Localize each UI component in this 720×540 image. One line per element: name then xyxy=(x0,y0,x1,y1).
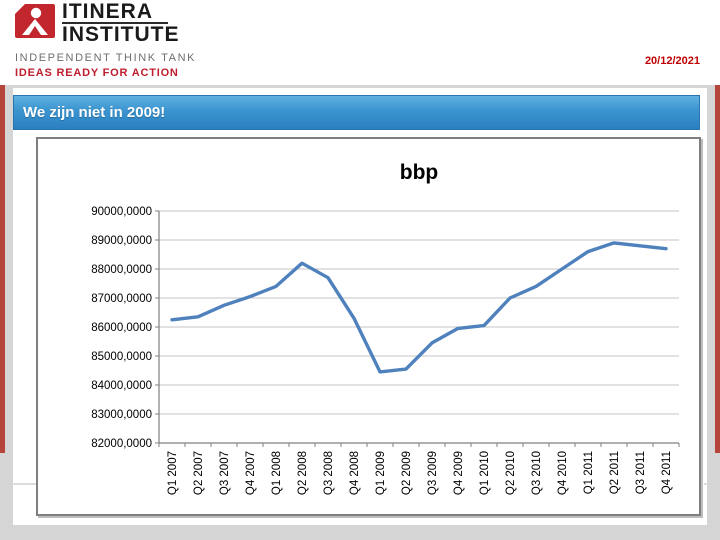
svg-text:Q1 2009: Q1 2009 xyxy=(375,451,387,495)
itinera-logo-icon xyxy=(15,4,55,38)
svg-text:Q1 2010: Q1 2010 xyxy=(479,451,491,495)
svg-text:Q2 2009: Q2 2009 xyxy=(401,451,413,495)
svg-text:Q4 2010: Q4 2010 xyxy=(557,451,569,495)
bbp-chart-svg: bbp 90000,0000 89000,0000 88000,0000 87000,0… xyxy=(91,161,680,495)
svg-text:Q2 2011: Q2 2011 xyxy=(609,451,621,494)
svg-text:84000,0000: 84000,0000 xyxy=(91,380,152,392)
svg-text:Q4 2008: Q4 2008 xyxy=(349,451,361,495)
svg-text:Q4 2011: Q4 2011 xyxy=(661,451,673,494)
slide-content: We zijn niet in 2009! bbp 90000,0000 89000… xyxy=(13,88,707,525)
svg-text:Q2 2007: Q2 2007 xyxy=(193,451,205,495)
svg-text:82000,0000: 82000,0000 xyxy=(91,438,152,450)
slide-edge-left xyxy=(0,85,5,453)
svg-text:Q3 2007: Q3 2007 xyxy=(219,451,231,495)
svg-text:Q3 2011: Q3 2011 xyxy=(635,451,647,494)
svg-text:Q2 2010: Q2 2010 xyxy=(505,451,517,495)
footer-divider-right xyxy=(704,483,707,485)
logo-subtitle: INDEPENDENT THINK TANK xyxy=(15,52,197,64)
svg-text:87000,0000: 87000,0000 xyxy=(91,293,152,305)
svg-text:Q1 2007: Q1 2007 xyxy=(167,451,179,495)
logo-tagline: IDEAS READY FOR ACTION xyxy=(15,67,179,79)
logo-divider xyxy=(62,22,168,24)
svg-text:Q2 2008: Q2 2008 xyxy=(297,451,309,495)
svg-text:90000,0000: 90000,0000 xyxy=(91,206,152,218)
slide-title-banner: We zijn niet in 2009! xyxy=(13,95,700,130)
footer-divider-left xyxy=(13,483,36,485)
svg-text:Q1 2008: Q1 2008 xyxy=(271,451,283,495)
svg-text:Q3 2008: Q3 2008 xyxy=(323,451,335,495)
svg-text:83000,0000: 83000,0000 xyxy=(91,409,152,421)
slide-edge-right xyxy=(715,85,720,453)
header: ITINERA INSTITUTE INDEPENDENT THINK TANK… xyxy=(0,0,720,85)
svg-text:Q1 2011: Q1 2011 xyxy=(583,451,595,494)
slide-date: 20/12/2021 xyxy=(644,55,700,67)
svg-text:86000,0000: 86000,0000 xyxy=(91,322,152,334)
svg-text:Q3 2010: Q3 2010 xyxy=(531,451,543,495)
logo-title-line1: ITINERA xyxy=(62,0,153,23)
logo-wordmark: ITINERA INSTITUTE xyxy=(62,0,180,46)
svg-text:Q4 2007: Q4 2007 xyxy=(245,451,257,495)
svg-text:89000,0000: 89000,0000 xyxy=(91,235,152,247)
logo-title-line2: INSTITUTE xyxy=(62,23,180,46)
svg-text:85000,0000: 85000,0000 xyxy=(91,351,152,363)
svg-text:88000,0000: 88000,0000 xyxy=(91,264,152,276)
svg-text:Q4 2009: Q4 2009 xyxy=(453,451,465,495)
svg-text:Q3 2009: Q3 2009 xyxy=(427,451,439,495)
slide-title: We zijn niet in 2009! xyxy=(23,104,166,121)
svg-text:bbp: bbp xyxy=(400,161,438,184)
bbp-chart-container: bbp 90000,0000 89000,0000 88000,0000 87000,0… xyxy=(36,137,701,516)
